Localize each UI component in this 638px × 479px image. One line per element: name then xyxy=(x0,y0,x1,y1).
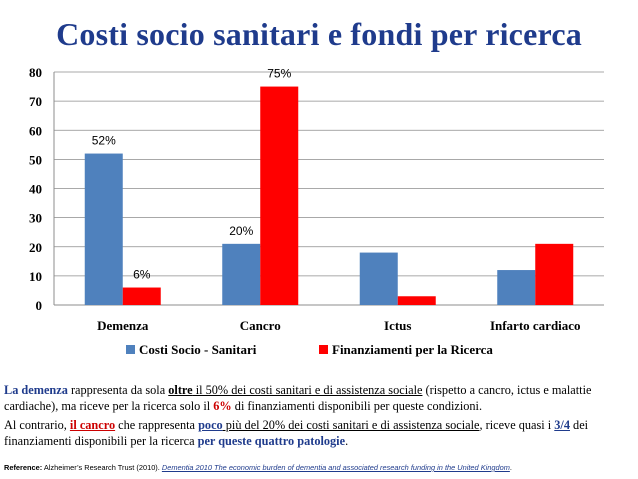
note-text: il cancro xyxy=(69,418,116,432)
data-label: 6% xyxy=(133,268,151,282)
x-tick-label: Ictus xyxy=(384,318,411,333)
data-label: 20% xyxy=(229,224,253,238)
y-tick-label: 40 xyxy=(29,182,42,197)
note-text: , riceve quasi i xyxy=(479,418,555,432)
bar-costs xyxy=(497,270,536,305)
notes: La demenza rappresenta da sola oltre il … xyxy=(4,382,634,452)
x-tick-label: Cancro xyxy=(240,318,281,333)
note-text: per queste quattro patologie xyxy=(197,434,346,448)
reference-label: Reference: xyxy=(4,463,43,472)
note-text: rappresenta da sola xyxy=(67,383,169,397)
bar-costs xyxy=(84,153,123,305)
bar-funding xyxy=(535,243,574,305)
chart-svg: 0 10 20 30 40 50 60 70 80 52% 6% Demenza 20% 75% Cancr… xyxy=(29,65,604,357)
y-tick-label: 20 xyxy=(29,240,42,255)
note-text: di finanziamenti disponibili per queste … xyxy=(231,399,483,413)
note-text: Al contrario, xyxy=(4,418,70,432)
x-tick-label: Demenza xyxy=(97,318,149,333)
reference-end: . xyxy=(509,463,512,472)
reference: Reference: Alzheimer’s Research Trust (2… xyxy=(4,462,638,474)
note-text: poco xyxy=(198,418,223,432)
y-tick-label: 50 xyxy=(29,152,42,167)
y-tick-label: 30 xyxy=(29,211,42,226)
note-text: 6% xyxy=(213,399,232,413)
note-text: oltre xyxy=(168,383,193,397)
bar-costs xyxy=(222,243,261,305)
reference-text: Alzheimer’s Research Trust (2010). xyxy=(42,463,162,472)
bar-costs xyxy=(359,252,398,305)
x-tick-label: Infarto cardiaco xyxy=(490,318,581,333)
legend-swatch xyxy=(126,345,135,354)
data-label: 75% xyxy=(267,67,291,81)
note-text: il 50% dei costi sanitari e di assistenz… xyxy=(192,383,423,397)
note-text: . xyxy=(345,434,349,448)
bar-funding xyxy=(260,86,299,305)
y-tick-label: 10 xyxy=(29,269,42,284)
note-text: più del 20% dei costi sanitari e di assi… xyxy=(222,418,480,432)
legend-swatch xyxy=(319,345,328,354)
legend-label: Costi Socio - Sanitari xyxy=(139,342,257,357)
legend-label: Finanziamenti per la Ricerca xyxy=(332,342,493,357)
note-text: 3/4 xyxy=(554,418,570,432)
note-text: (rispetto a cancro, ictus e malattie car… xyxy=(4,383,592,413)
y-tick-label: 70 xyxy=(29,94,42,109)
bar-funding xyxy=(122,287,161,305)
reference-link[interactable]: Dementia 2010 The economic burden of dem… xyxy=(161,463,510,472)
note-cancer: Al contrario, il cancro che rappresenta … xyxy=(4,417,634,449)
y-tick-label: 0 xyxy=(36,298,43,313)
note-text: La demenza xyxy=(4,383,68,397)
note-dementia: La demenza rappresenta da sola oltre il … xyxy=(4,382,634,414)
data-label: 52% xyxy=(92,134,116,148)
note-text: che rappresenta xyxy=(115,418,199,432)
bar-funding xyxy=(397,296,436,305)
y-tick-label: 80 xyxy=(29,65,42,80)
y-tick-label: 60 xyxy=(29,123,42,138)
slide-title: Costi socio sanitari e fondi per ricerca xyxy=(56,16,582,52)
bar-chart: 0 10 20 30 40 50 60 70 80 52% 6% Demenza 20% 75% Cancr… xyxy=(10,58,628,376)
note-text: dei finanziamenti disponibili per la ric… xyxy=(4,418,589,448)
